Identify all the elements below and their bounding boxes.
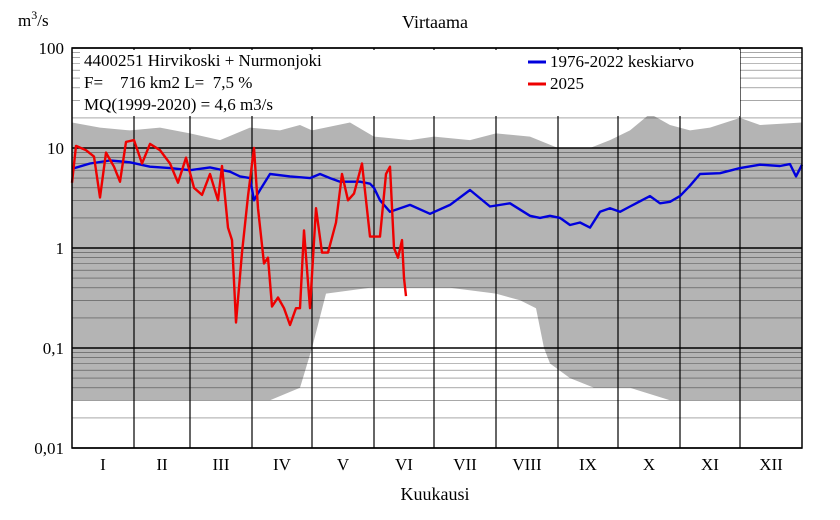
month-label: IX bbox=[579, 455, 597, 474]
month-label: V bbox=[337, 455, 350, 474]
series-line-y2025 bbox=[70, 138, 408, 327]
legend-label-2025: 2025 bbox=[550, 74, 584, 93]
chart-title: Virtaama bbox=[402, 12, 468, 32]
plot-frame bbox=[71, 47, 803, 449]
month-label: IV bbox=[273, 455, 292, 474]
y-tick-label: 1 bbox=[56, 239, 65, 258]
month-label: VIII bbox=[512, 455, 542, 474]
envelope-area bbox=[72, 113, 802, 401]
series-layer bbox=[70, 138, 804, 327]
y-axis-unit-tail: /s bbox=[37, 11, 48, 30]
envelope-layer bbox=[72, 113, 802, 401]
x-axis-label: Kuukausi bbox=[401, 484, 470, 504]
month-label: I bbox=[100, 455, 106, 474]
y-tick-label: 100 bbox=[39, 39, 65, 58]
y-axis-unit-sup: 3 bbox=[31, 8, 37, 22]
month-label: VI bbox=[395, 455, 413, 474]
month-label: X bbox=[643, 455, 655, 474]
month-label: II bbox=[156, 455, 168, 474]
catchment-info: F= 716 km2 L= 7,5 % bbox=[84, 73, 252, 92]
y-tick-label: 10 bbox=[47, 139, 64, 158]
month-label: III bbox=[213, 455, 230, 474]
y-tick-label: 0,1 bbox=[43, 339, 64, 358]
info-box bbox=[80, 50, 740, 116]
y-tick-label: 0,01 bbox=[34, 439, 64, 458]
y-axis-unit: m3/s bbox=[18, 8, 49, 30]
station-name: 4400251 Hirvikoski + Nurmonjoki bbox=[84, 51, 322, 70]
y-axis-unit-base: m bbox=[18, 11, 31, 30]
mean-flow-info: MQ(1999-2020) = 4,6 m3/s bbox=[84, 95, 273, 114]
month-label: XII bbox=[759, 455, 783, 474]
legend-label-mean: 1976-2022 keskiarvo bbox=[550, 52, 694, 71]
month-label: VII bbox=[453, 455, 477, 474]
month-label: XI bbox=[701, 455, 719, 474]
series-line-mean bbox=[71, 159, 804, 229]
